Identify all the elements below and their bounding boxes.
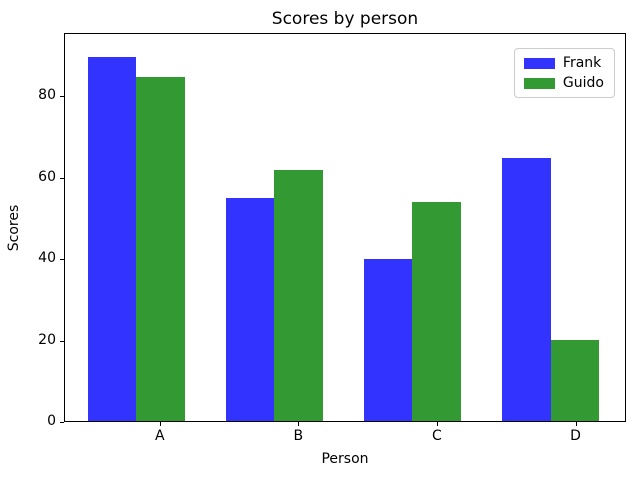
legend-label-guido: Guido <box>562 75 604 91</box>
legend-item-frank: Frank <box>523 55 604 71</box>
chart-title: Scores by person <box>271 9 419 29</box>
x-tick-label-d: D <box>570 428 581 444</box>
y-tick-label-80: 80 <box>38 87 56 104</box>
x-tick-mark-b <box>298 422 300 426</box>
y-tick-mark-20 <box>60 340 64 342</box>
y-tick-mark-40 <box>60 259 64 261</box>
y-tick-label-40: 40 <box>38 250 56 267</box>
bar-frank-d <box>502 157 551 421</box>
y-axis-label: Scores <box>6 204 22 252</box>
bar-frank-a <box>87 56 137 421</box>
legend-swatch-frank <box>523 57 555 69</box>
y-tick-label-20: 20 <box>38 331 56 348</box>
legend-label-frank: Frank <box>562 55 602 71</box>
y-tick-mark-80 <box>60 96 64 98</box>
legend-item-guido: Guido <box>523 75 604 91</box>
x-axis-label: Person <box>321 451 369 467</box>
legend-swatch-guido <box>523 77 555 89</box>
bar-frank-c <box>364 259 413 421</box>
bar-guido-d <box>550 340 599 421</box>
x-tick-mark-a <box>159 422 161 426</box>
x-tick-label-c: C <box>432 428 442 444</box>
bar-guido-b <box>274 170 323 421</box>
x-tick-mark-c <box>436 422 438 426</box>
bar-guido-c <box>412 202 461 421</box>
x-tick-mark-d <box>575 422 577 426</box>
bar-frank-b <box>226 198 275 421</box>
plot-area: Frank Guido <box>64 33 626 422</box>
y-tick-label-60: 60 <box>38 168 56 185</box>
y-tick-label-0: 0 <box>47 413 56 429</box>
x-tick-label-b: B <box>293 428 304 444</box>
y-tick-mark-0 <box>60 422 64 423</box>
bar-guido-a <box>136 76 185 421</box>
legend: Frank Guido <box>513 48 615 98</box>
y-tick-mark-60 <box>60 177 64 179</box>
x-tick-label-a: A <box>154 428 165 444</box>
